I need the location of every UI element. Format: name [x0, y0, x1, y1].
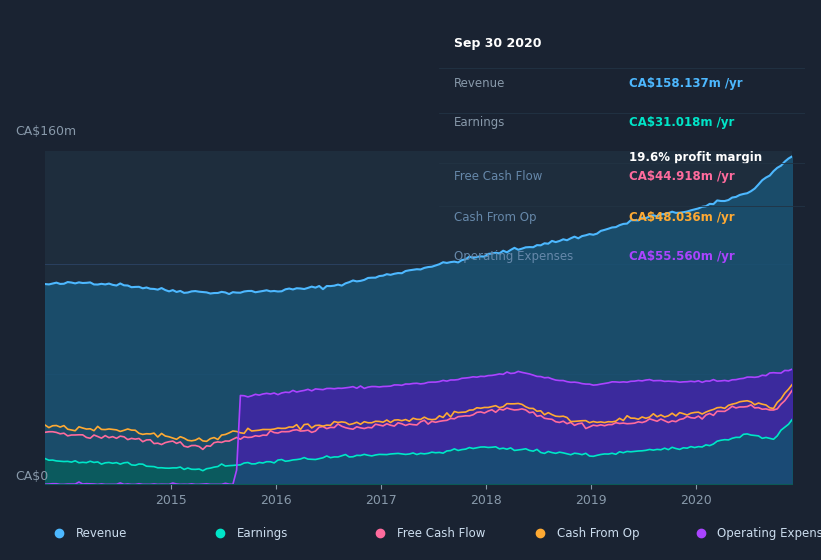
Text: Free Cash Flow: Free Cash Flow: [397, 527, 485, 540]
Text: CA$55.560m /yr: CA$55.560m /yr: [629, 250, 735, 263]
Text: Earnings: Earnings: [454, 116, 505, 129]
Text: CA$31.018m /yr: CA$31.018m /yr: [629, 116, 735, 129]
Text: Cash From Op: Cash From Op: [557, 527, 640, 540]
Text: CA$158.137m /yr: CA$158.137m /yr: [629, 77, 743, 90]
Text: 19.6% profit margin: 19.6% profit margin: [629, 151, 763, 164]
Text: Revenue: Revenue: [76, 527, 127, 540]
Text: Free Cash Flow: Free Cash Flow: [454, 170, 542, 184]
Text: Cash From Op: Cash From Op: [454, 211, 536, 224]
Text: Operating Expenses: Operating Expenses: [718, 527, 821, 540]
Text: CA$48.036m /yr: CA$48.036m /yr: [629, 211, 735, 224]
Text: Operating Expenses: Operating Expenses: [454, 250, 573, 263]
Text: CA$44.918m /yr: CA$44.918m /yr: [629, 170, 735, 184]
Text: CA$160m: CA$160m: [16, 125, 76, 138]
Text: Revenue: Revenue: [454, 77, 505, 90]
Text: Earnings: Earnings: [236, 527, 288, 540]
Text: CA$0: CA$0: [16, 470, 48, 483]
Text: Sep 30 2020: Sep 30 2020: [454, 37, 541, 50]
